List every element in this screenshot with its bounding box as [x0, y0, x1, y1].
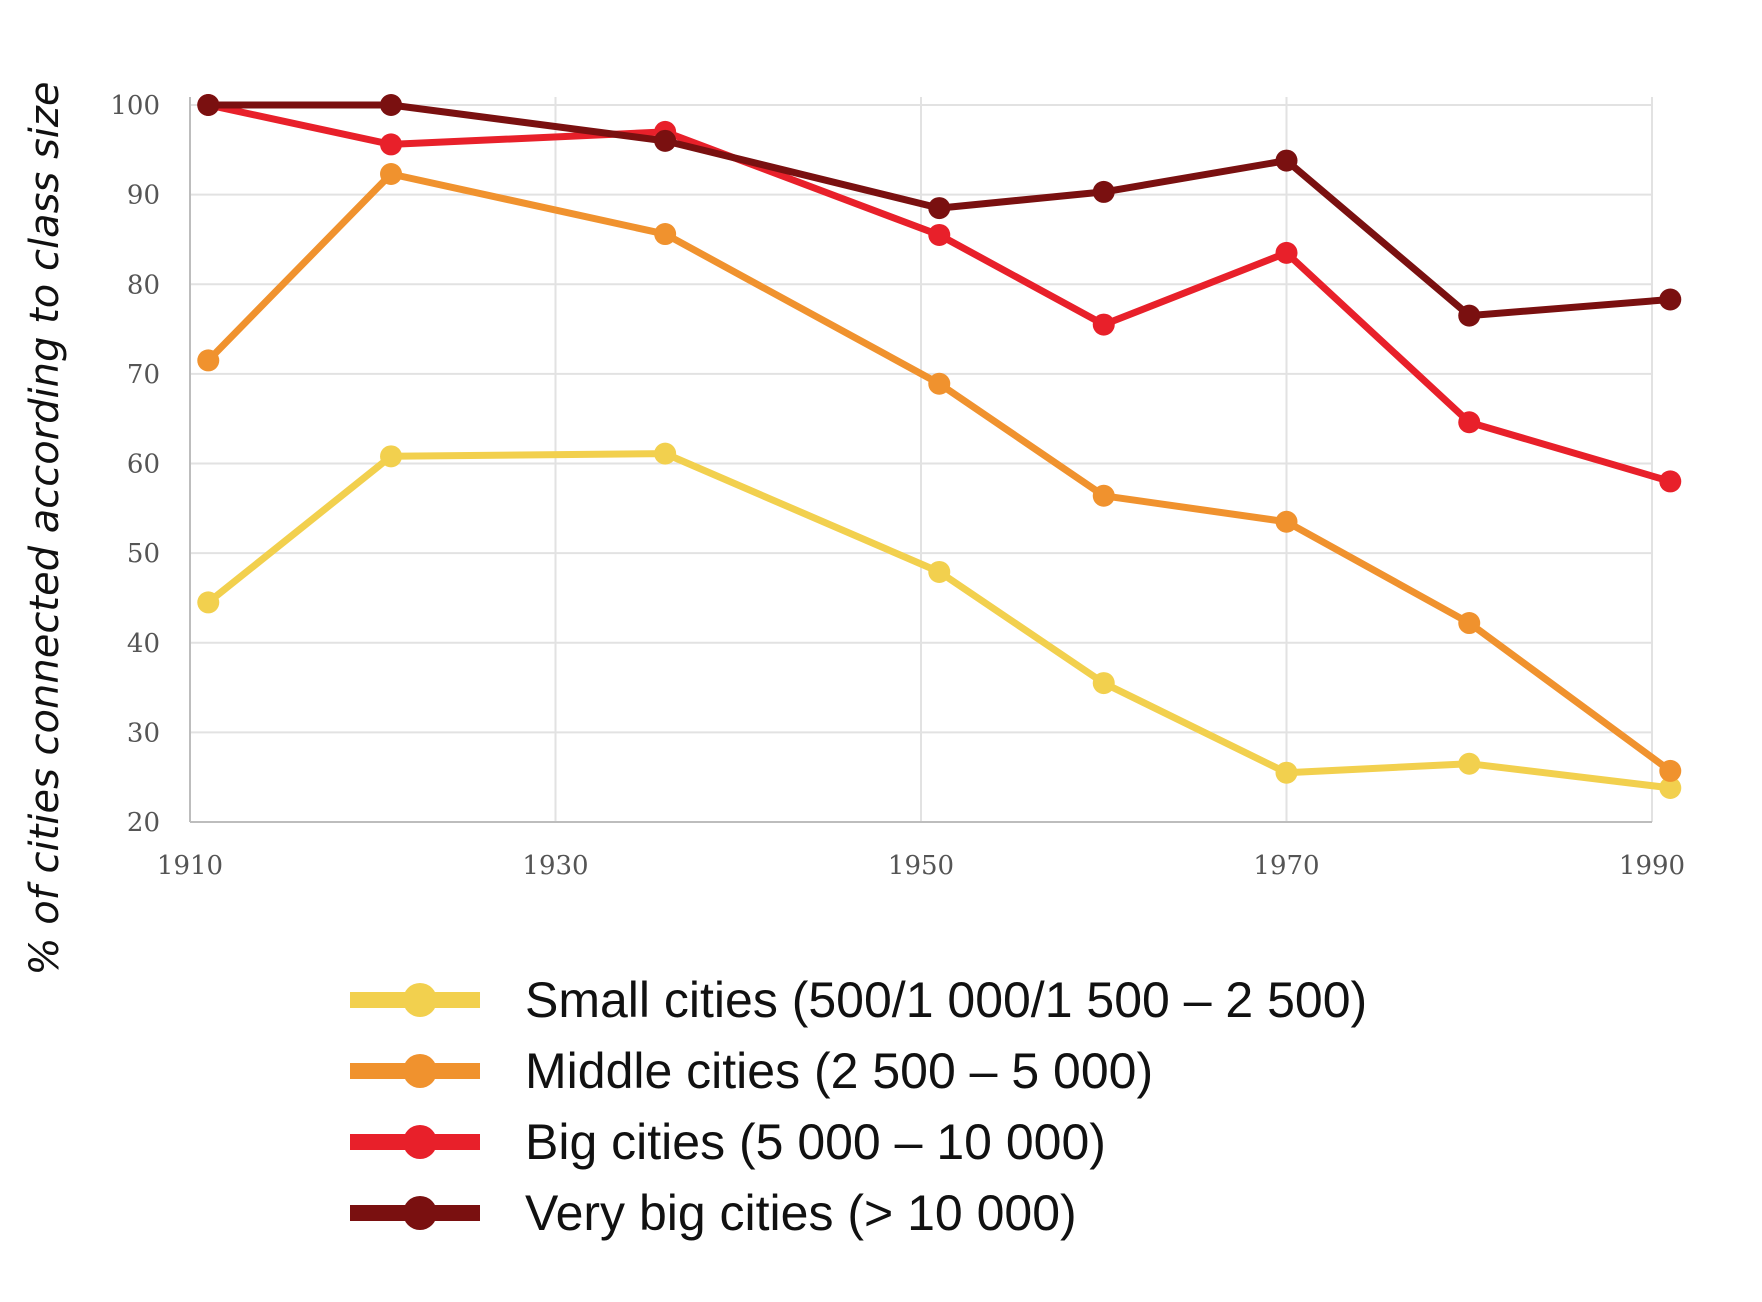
- data-point: [380, 94, 403, 116]
- y-tick-label: 40: [127, 629, 160, 659]
- y-tick-label: 60: [127, 450, 160, 480]
- legend-label: Small cities (500/1 000/1 500 – 2 500): [525, 972, 1367, 1028]
- data-point: [1458, 612, 1481, 635]
- data-point: [1458, 411, 1481, 434]
- y-tick-label: 70: [127, 360, 160, 390]
- x-tick-label: 1930: [522, 851, 588, 881]
- legend-swatch-marker: [403, 1054, 437, 1088]
- series-4: [197, 94, 1682, 327]
- legend-label: Big cities (5 000 – 10 000): [525, 1114, 1106, 1170]
- data-point: [1275, 241, 1298, 264]
- data-point: [380, 133, 403, 156]
- data-point: [654, 442, 677, 465]
- legend-item: Middle cities (2 500 – 5 000): [350, 1043, 1153, 1099]
- data-point: [1092, 313, 1115, 336]
- data-point: [1659, 470, 1682, 493]
- data-point: [1659, 288, 1682, 311]
- data-point: [928, 197, 951, 220]
- legend: Small cities (500/1 000/1 500 – 2 500) Mi…: [350, 972, 1367, 1241]
- data-point: [1659, 759, 1682, 782]
- y-tick-label: 20: [127, 808, 160, 838]
- data-point: [928, 372, 951, 395]
- data-point: [1659, 776, 1682, 799]
- legend-label: Middle cities (2 500 – 5 000): [525, 1043, 1153, 1099]
- x-tick-label: 1910: [157, 851, 223, 881]
- data-point: [654, 223, 677, 246]
- series-2: [197, 163, 1682, 782]
- data-point: [1275, 149, 1298, 172]
- series-line: [204, 170, 1674, 775]
- series-1: [197, 442, 1682, 799]
- data-point: [197, 94, 220, 116]
- x-tick-labels: 1910 1930 1950 1970 1990: [157, 851, 1685, 881]
- data-point: [197, 591, 220, 614]
- data-point: [654, 129, 677, 152]
- y-tick-labels: 100 90 80 70 60 50 40 30 20: [110, 91, 160, 838]
- y-tick-label: 50: [127, 539, 160, 569]
- series-group: [197, 94, 1682, 799]
- data-point: [380, 445, 403, 468]
- axes: [189, 97, 1652, 823]
- y-tick-label: 100: [110, 91, 160, 121]
- series-3: [197, 94, 1682, 493]
- series-line: [204, 101, 1674, 485]
- data-point: [928, 560, 951, 583]
- x-tick-label: 1990: [1619, 851, 1685, 881]
- data-point: [1092, 672, 1115, 695]
- data-point: [197, 349, 220, 372]
- legend-item: Very big cities (> 10 000): [350, 1185, 1077, 1241]
- legend-item: Small cities (500/1 000/1 500 – 2 500): [350, 972, 1367, 1028]
- data-point: [1458, 304, 1481, 327]
- series-line: [204, 101, 1674, 320]
- y-axis-label: % of cities connected according to class…: [22, 81, 68, 975]
- legend-label: Very big cities (> 10 000): [525, 1185, 1077, 1241]
- data-point: [1092, 484, 1115, 507]
- legend-swatch-marker: [403, 983, 437, 1017]
- legend-item: Big cities (5 000 – 10 000): [350, 1114, 1106, 1170]
- legend-swatch-marker: [403, 1196, 437, 1230]
- y-tick-label: 80: [127, 270, 160, 300]
- data-point: [1275, 761, 1298, 784]
- x-tick-label: 1950: [888, 851, 954, 881]
- data-point: [1275, 510, 1298, 533]
- y-tick-label: 90: [127, 181, 160, 211]
- data-point: [1092, 180, 1115, 203]
- data-point: [1458, 752, 1481, 775]
- legend-swatch-marker: [403, 1125, 437, 1159]
- y-tick-label: 30: [127, 718, 160, 748]
- grid: [190, 97, 1653, 822]
- data-point: [380, 163, 403, 186]
- x-tick-label: 1970: [1253, 851, 1319, 881]
- data-point: [928, 223, 951, 246]
- series-line: [204, 450, 1674, 792]
